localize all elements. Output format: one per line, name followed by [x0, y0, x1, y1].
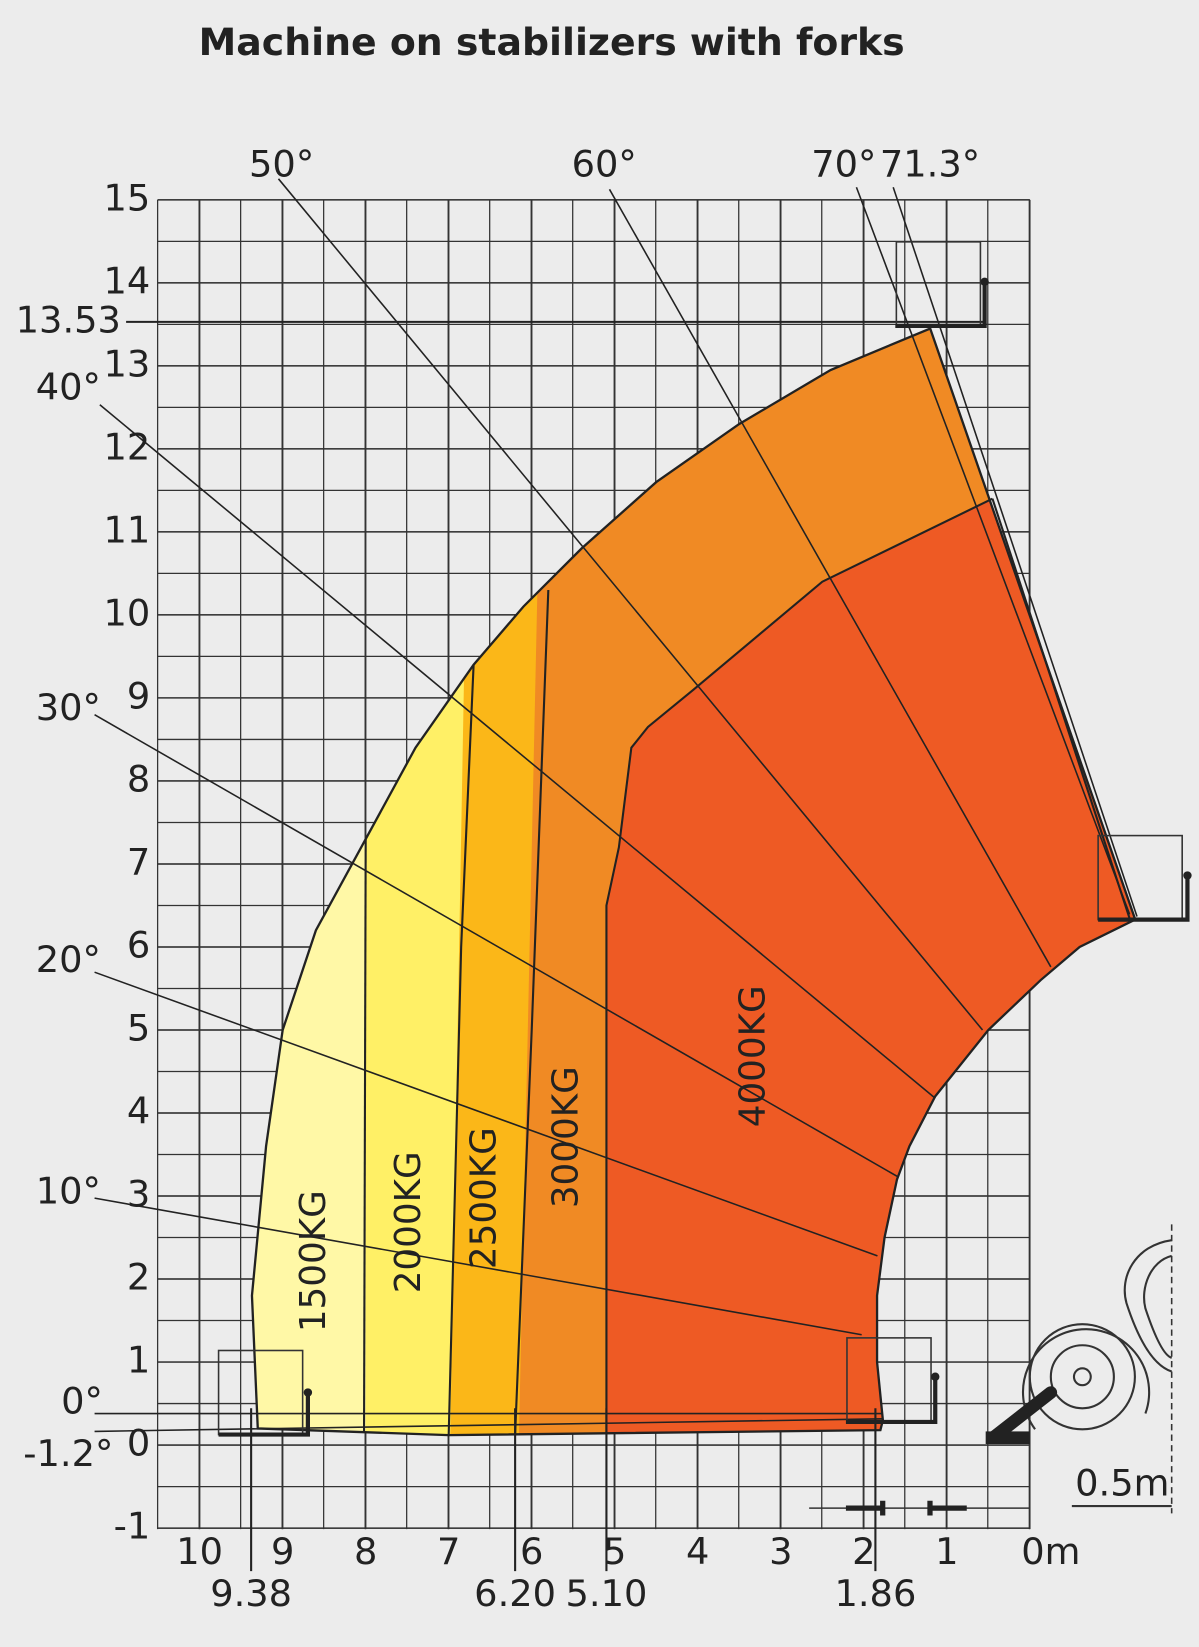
y-tick-label: 12: [103, 425, 150, 468]
y-tick-label: 2: [127, 1256, 150, 1299]
wheel: [1028, 1323, 1136, 1431]
zone-border: [605, 497, 993, 1435]
load-label: 3000KG: [545, 1066, 586, 1208]
zone-border: [514, 589, 550, 1435]
load-label: 2000KG: [388, 1151, 429, 1293]
angle-line: [94, 1197, 862, 1336]
y-tick-label: 6: [127, 923, 150, 966]
angle-line: [855, 186, 1131, 915]
envelope-outline: [250, 326, 1137, 1437]
y-tick-label: 3: [127, 1173, 150, 1216]
y-tick-label: 5: [127, 1006, 150, 1049]
angle-label: 20°: [36, 938, 101, 981]
angle-label: 30°: [36, 686, 101, 729]
wheel: [1072, 1367, 1092, 1387]
x-tick-label: 2: [852, 1530, 875, 1573]
x-tick-label: 6: [520, 1530, 543, 1573]
x-tick-label: 1: [935, 1530, 958, 1573]
reach-mark-label: 1.86: [834, 1572, 916, 1615]
x-tick-label: 9: [271, 1530, 294, 1573]
angle-line: [94, 971, 878, 1257]
x-tick-label: 4: [686, 1530, 709, 1573]
y-tick-label: -1: [114, 1505, 151, 1548]
angle-label: 0°: [61, 1380, 103, 1423]
x-tick-label: 3: [769, 1530, 792, 1573]
angle-line: [892, 186, 1138, 917]
height-mark-label: 13.53: [16, 298, 121, 341]
angle-label: 60°: [572, 143, 637, 186]
stabilizer-foot: [985, 1431, 1030, 1445]
fork: [218, 1392, 310, 1437]
angle-label: 10°: [36, 1169, 101, 1212]
fork-tip: [980, 277, 989, 286]
fork: [845, 1376, 938, 1425]
fork-carriage: [895, 241, 982, 327]
y-tick-label: 9: [127, 674, 150, 717]
scale-label: 0.5m: [1075, 1461, 1169, 1504]
fork-tip: [931, 1372, 940, 1381]
stabilizer: [986, 1386, 1058, 1445]
angle-line: [277, 178, 984, 1031]
fork: [1098, 875, 1190, 922]
angle-label: 40°: [36, 365, 101, 408]
angle-label: 50°: [249, 143, 314, 186]
x-tick-label: 0m: [1021, 1530, 1080, 1573]
y-tick-label: 1: [127, 1339, 150, 1382]
y-tick-label: 13: [103, 342, 150, 385]
x-tick-label: 10: [176, 1530, 223, 1573]
reach-mark-label: 5.10: [565, 1572, 647, 1615]
zone-border: [447, 664, 475, 1435]
load-label: 2500KG: [463, 1127, 504, 1269]
angle-line: [608, 188, 1052, 968]
reach-mark-label: 9.38: [210, 1572, 292, 1615]
angle-label: 70°: [811, 143, 876, 186]
fork: [895, 281, 987, 329]
y-tick-label: 8: [127, 757, 150, 800]
load-label: 1500KG: [293, 1190, 334, 1332]
y-tick-label: 10: [103, 591, 150, 634]
fork-tip: [303, 1388, 313, 1397]
wheel-arch: [1021, 1328, 1151, 1430]
angle-line: [99, 404, 936, 1099]
x-tick-label: 5: [603, 1530, 626, 1573]
reach-mark-label: 6.20: [474, 1572, 556, 1615]
y-tick-label: 7: [127, 840, 150, 883]
fork-tip: [1183, 871, 1192, 880]
y-tick-label: 11: [103, 508, 150, 551]
x-tick-label: 7: [437, 1530, 460, 1573]
y-tick-label: 0: [127, 1422, 150, 1465]
angle-line: [94, 714, 899, 1178]
angle-label: -1.2°: [23, 1432, 113, 1475]
y-tick-label: 15: [103, 176, 150, 219]
load-label: 4000KG: [732, 985, 773, 1127]
x-tick-label: 8: [354, 1530, 377, 1573]
angle-line: [94, 1418, 883, 1433]
y-tick-label: 4: [127, 1090, 150, 1133]
title: Machine on stabilizers with forks: [199, 20, 905, 64]
zone-border: [362, 839, 367, 1433]
y-tick-label: 14: [103, 259, 150, 302]
angle-label: 71.3°: [880, 143, 980, 186]
arrow: [845, 1500, 967, 1516]
cab: [1123, 1239, 1173, 1373]
wheel: [1049, 1344, 1115, 1410]
